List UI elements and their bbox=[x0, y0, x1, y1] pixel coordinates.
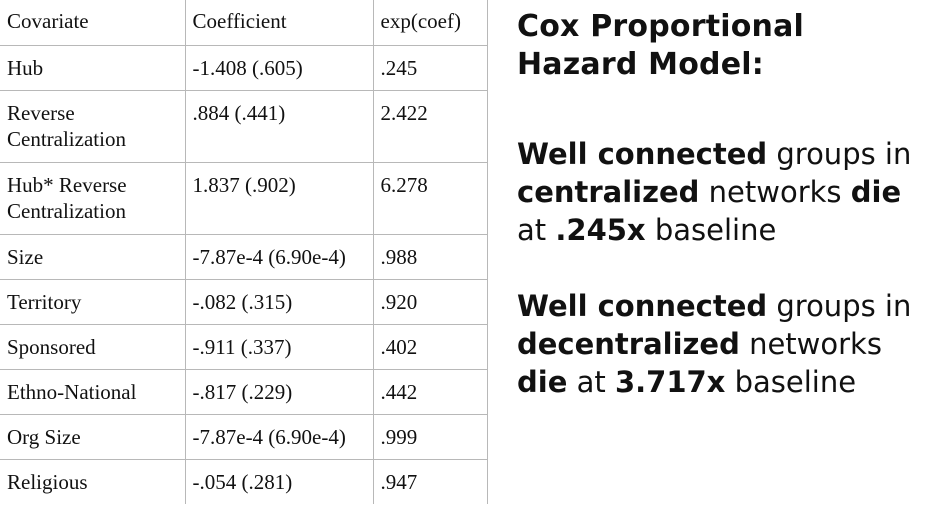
finding-text: groups in bbox=[767, 137, 912, 171]
table-row: Ethno-National -.817 (.229) .442 bbox=[0, 368, 488, 415]
cell-coefficient: 1.837 (.902) bbox=[184, 161, 374, 235]
cell-covariate: Hub bbox=[0, 44, 186, 91]
cell-covariate: Size bbox=[0, 233, 186, 280]
finding-text: networks bbox=[739, 327, 882, 361]
header-exp-coef: exp(coef) bbox=[372, 0, 488, 46]
cell-exp-coef: .402 bbox=[372, 323, 488, 370]
cell-coefficient: -.817 (.229) bbox=[184, 368, 374, 415]
cell-covariate: Reverse Centralization bbox=[0, 89, 186, 163]
cell-exp-coef: .920 bbox=[372, 278, 488, 325]
covariate-line: Hub* Reverse bbox=[7, 172, 127, 197]
finding-centralized: Well connected groups in centralized net… bbox=[517, 135, 937, 249]
finding-emphasis: die bbox=[850, 175, 902, 209]
cell-coefficient: -.082 (.315) bbox=[184, 278, 374, 325]
table-row: Territory -.082 (.315) .920 bbox=[0, 278, 488, 325]
finding-text: at bbox=[517, 213, 556, 247]
cell-exp-coef: .988 bbox=[372, 233, 488, 280]
table-row: Hub* Reverse Centralization 1.837 (.902)… bbox=[0, 161, 488, 235]
cox-results-table: Covariate Coefficient exp(coef) Hub -1.4… bbox=[0, 0, 488, 504]
finding-emphasis: Well connected bbox=[517, 137, 768, 171]
table-row: Sponsored -.911 (.337) .402 bbox=[0, 323, 488, 370]
covariate-line: Centralization bbox=[7, 198, 126, 223]
finding-text: networks bbox=[699, 175, 851, 209]
cell-covariate: Ethno-National bbox=[0, 368, 186, 415]
table-row: Hub -1.408 (.605) .245 bbox=[0, 44, 488, 91]
table-row: Size -7.87e-4 (6.90e-4) .988 bbox=[0, 233, 488, 280]
table-header-row: Covariate Coefficient exp(coef) bbox=[0, 0, 488, 46]
cell-exp-coef: .245 bbox=[372, 44, 488, 91]
header-covariate: Covariate bbox=[0, 0, 186, 46]
table-row: Org Size -7.87e-4 (6.90e-4) .999 bbox=[0, 413, 488, 460]
cox-results-table-container: Covariate Coefficient exp(coef) Hub -1.4… bbox=[0, 0, 488, 504]
cell-coefficient: .884 (.441) bbox=[184, 89, 374, 163]
cell-covariate: Territory bbox=[0, 278, 186, 325]
header-coefficient: Coefficient bbox=[184, 0, 374, 46]
cell-covariate: Hub* Reverse Centralization bbox=[0, 161, 186, 235]
cell-coefficient: -7.87e-4 (6.90e-4) bbox=[184, 413, 374, 460]
cell-exp-coef: 2.422 bbox=[372, 89, 488, 163]
cell-coefficient: -.911 (.337) bbox=[184, 323, 374, 370]
finding-emphasis: .245x bbox=[555, 213, 646, 247]
model-title-line: Cox Proportional bbox=[517, 9, 805, 44]
finding-decentralized: Well connected groups in decentralized n… bbox=[517, 287, 937, 401]
finding-emphasis: decentralized bbox=[517, 327, 740, 361]
model-summary-panel: Cox Proportional Hazard Model: Well conn… bbox=[517, 8, 937, 401]
cell-coefficient: -1.408 (.605) bbox=[184, 44, 374, 91]
finding-emphasis: die bbox=[517, 365, 568, 399]
model-title-line: Hazard Model: bbox=[517, 47, 764, 82]
cell-coefficient: -.054 (.281) bbox=[184, 458, 374, 504]
cell-exp-coef: .947 bbox=[372, 458, 488, 504]
finding-text: at bbox=[567, 365, 615, 399]
finding-emphasis: centralized bbox=[517, 175, 700, 209]
cell-covariate: Religious bbox=[0, 458, 186, 504]
cell-exp-coef: .999 bbox=[372, 413, 488, 460]
finding-emphasis: Well connected bbox=[517, 289, 768, 323]
cell-covariate: Sponsored bbox=[0, 323, 186, 370]
cell-covariate: Org Size bbox=[0, 413, 186, 460]
covariate-line: Reverse bbox=[7, 100, 75, 125]
finding-text: baseline bbox=[645, 213, 777, 247]
cell-coefficient: -7.87e-4 (6.90e-4) bbox=[184, 233, 374, 280]
model-title: Cox Proportional Hazard Model: bbox=[517, 8, 937, 84]
table-row: Reverse Centralization .884 (.441) 2.422 bbox=[0, 89, 488, 163]
table-row: Religious -.054 (.281) .947 bbox=[0, 458, 488, 504]
finding-emphasis: 3.717x bbox=[614, 365, 726, 399]
finding-text: groups in bbox=[767, 289, 912, 323]
cell-exp-coef: 6.278 bbox=[372, 161, 488, 235]
covariate-line: Centralization bbox=[7, 126, 126, 151]
cell-exp-coef: .442 bbox=[372, 368, 488, 415]
finding-text: baseline bbox=[725, 365, 857, 399]
